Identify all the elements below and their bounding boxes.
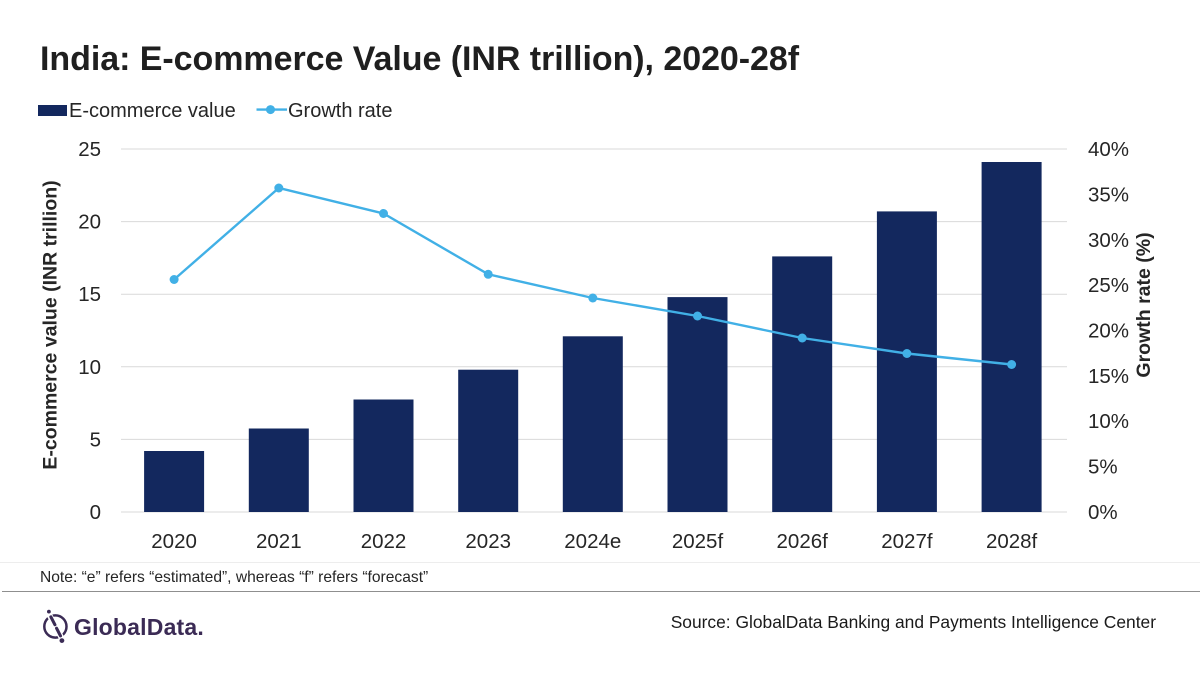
svg-text:15%: 15% (1088, 365, 1129, 388)
svg-text:2028f: 2028f (986, 530, 1038, 553)
svg-text:35%: 35% (1088, 183, 1129, 206)
svg-text:10%: 10% (1088, 410, 1129, 433)
svg-text:5%: 5% (1088, 456, 1118, 479)
svg-text:5: 5 (90, 428, 101, 451)
svg-text:20: 20 (78, 211, 101, 234)
svg-text:E-commerce value (INR trillion: E-commerce value (INR trillion) (40, 180, 62, 469)
svg-text:0: 0 (90, 501, 101, 524)
svg-text:25: 25 (78, 138, 101, 161)
svg-text:10: 10 (78, 356, 101, 379)
svg-text:15: 15 (78, 283, 101, 306)
svg-text:Growth rate (%): Growth rate (%) (1133, 232, 1155, 377)
svg-text:2024e: 2024e (564, 530, 621, 553)
svg-text:30%: 30% (1088, 229, 1129, 252)
svg-text:2020: 2020 (151, 530, 197, 553)
svg-text:2027f: 2027f (881, 530, 933, 553)
svg-text:2025f: 2025f (672, 530, 724, 553)
svg-text:20%: 20% (1088, 320, 1129, 343)
svg-text:25%: 25% (1088, 274, 1129, 297)
svg-text:2023: 2023 (465, 530, 511, 553)
svg-text:2022: 2022 (361, 530, 407, 553)
svg-text:40%: 40% (1088, 138, 1129, 161)
svg-text:2026f: 2026f (777, 530, 829, 553)
svg-text:2021: 2021 (256, 530, 302, 553)
svg-text:0%: 0% (1088, 501, 1118, 524)
